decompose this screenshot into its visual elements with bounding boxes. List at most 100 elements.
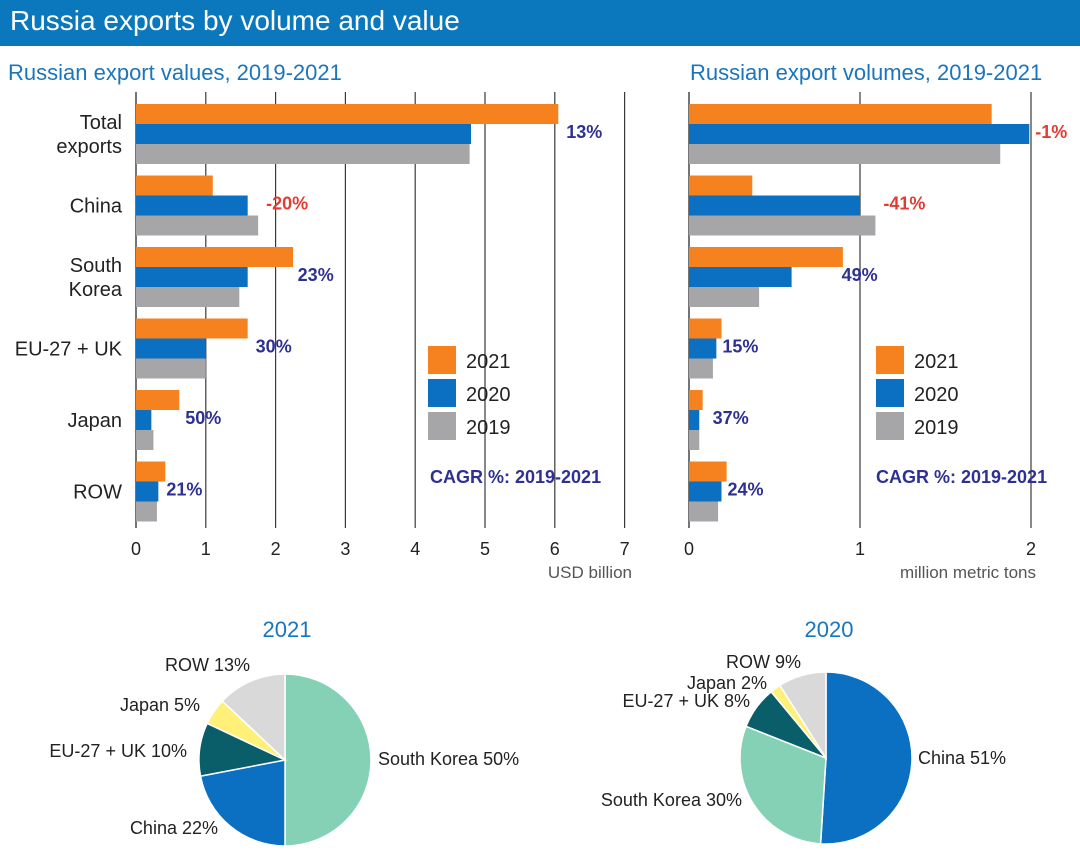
value-bar-total-exports-2020 bbox=[136, 124, 472, 144]
pie-2021-label-china: China 22% bbox=[130, 818, 218, 838]
pie-2020-label-south-korea: South Korea 30% bbox=[601, 790, 742, 810]
value-legend-swatch-2019 bbox=[428, 412, 456, 440]
pie-2020-slice-china bbox=[819, 671, 913, 845]
pie-2020-label-japan: Japan 2% bbox=[687, 673, 767, 693]
value-tick-label: 5 bbox=[480, 539, 490, 559]
volume-bar-eu-27-uk-2019 bbox=[689, 358, 713, 379]
value-legend-swatch-2021 bbox=[428, 346, 456, 374]
value-bar-total-exports-2019 bbox=[136, 144, 470, 164]
volume-bar-japan-2021 bbox=[689, 390, 703, 410]
value-tick-label: 4 bbox=[410, 539, 420, 559]
value-cagr-label-china: -20% bbox=[266, 194, 308, 214]
value-tick-label: 6 bbox=[550, 539, 560, 559]
value-tick-label: 2 bbox=[271, 539, 281, 559]
volume-tick-label: 1 bbox=[855, 539, 865, 559]
volume-cagr-label-total-exports: -1% bbox=[1035, 122, 1067, 142]
pie-2020-title: 2020 bbox=[805, 617, 854, 642]
value-tick-label: 0 bbox=[131, 539, 141, 559]
volume-bar-row-2021 bbox=[689, 461, 727, 482]
volume-bar-south-korea-2020 bbox=[689, 267, 792, 287]
volume-bar-total-exports-2019 bbox=[689, 144, 1001, 164]
value-bar-japan-2021 bbox=[136, 390, 180, 410]
value-chart-title: Russian export values, 2019-2021 bbox=[8, 60, 342, 85]
value-legend-swatch-2020 bbox=[428, 379, 456, 407]
category-label-south-korea: Korea bbox=[69, 279, 123, 301]
value-bar-south-korea-2019 bbox=[136, 287, 240, 307]
volume-bar-total-exports-2021 bbox=[689, 104, 992, 124]
volume-bar-japan-2019 bbox=[689, 430, 700, 450]
title-banner: Russia exports by volume and value bbox=[0, 0, 1080, 46]
value-legend-label-2020: 2020 bbox=[466, 384, 511, 406]
volume-bar-eu-27-uk-2020 bbox=[689, 338, 717, 359]
volume-legend-label-2020: 2020 bbox=[914, 384, 959, 406]
category-label-south-korea: South bbox=[70, 255, 122, 277]
category-label-row: ROW bbox=[73, 482, 122, 504]
volume-legend-label-2019: 2019 bbox=[914, 417, 959, 439]
value-legend-label-2021: 2021 bbox=[466, 351, 511, 373]
value-unit-label: USD billion bbox=[548, 563, 632, 582]
pie-2020-slice-row bbox=[778, 671, 827, 761]
value-cagr-label-japan: 50% bbox=[185, 408, 221, 428]
value-tick-label: 7 bbox=[620, 539, 630, 559]
volume-tick-label: 2 bbox=[1026, 539, 1036, 559]
value-legend-label-2019: 2019 bbox=[466, 417, 511, 439]
volume-cagr-label-china: -41% bbox=[883, 194, 925, 214]
value-bar-eu-27-uk-2020 bbox=[136, 338, 206, 359]
volume-legend-label-2021: 2021 bbox=[914, 351, 959, 373]
pie-2021-slice-row bbox=[221, 673, 286, 762]
volume-unit-label: million metric tons bbox=[900, 563, 1036, 582]
value-tick-label: 3 bbox=[340, 539, 350, 559]
value-bar-china-2020 bbox=[136, 195, 248, 216]
value-bar-row-2019 bbox=[136, 501, 157, 522]
volume-legend-swatch-2021 bbox=[876, 346, 904, 374]
volume-chart-title: Russian export volumes, 2019-2021 bbox=[690, 60, 1042, 85]
category-label-total-exports: exports bbox=[56, 136, 122, 158]
pie-2020-slice-south-korea bbox=[739, 725, 827, 845]
value-bar-south-korea-2020 bbox=[136, 267, 248, 287]
pie-2021-title: 2021 bbox=[263, 617, 312, 642]
value-cagr-label-row: 21% bbox=[166, 480, 202, 500]
volume-tick-label: 0 bbox=[684, 539, 694, 559]
pie-2021-slice-china bbox=[199, 759, 286, 847]
volume-legend-swatch-2019 bbox=[876, 412, 904, 440]
value-tick-label: 1 bbox=[201, 539, 211, 559]
value-bar-japan-2019 bbox=[136, 430, 154, 450]
value-bar-china-2021 bbox=[136, 175, 213, 196]
volume-cagr-label-row: 24% bbox=[727, 480, 763, 500]
value-bar-row-2021 bbox=[136, 461, 166, 482]
pie-2020-label-row: ROW 9% bbox=[726, 652, 801, 672]
value-bar-eu-27-uk-2021 bbox=[136, 318, 248, 339]
volume-bar-china-2020 bbox=[689, 195, 860, 216]
category-label-eu-27-uk: EU-27 + UK bbox=[15, 339, 123, 361]
pie-2020-label-eu-27-uk: EU-27 + UK 8% bbox=[622, 691, 750, 711]
volume-bar-south-korea-2021 bbox=[689, 247, 843, 267]
page-title: Russia exports by volume and value bbox=[10, 5, 460, 36]
value-bar-total-exports-2021 bbox=[136, 104, 559, 124]
category-label-china: China bbox=[70, 196, 123, 218]
volume-bar-china-2021 bbox=[689, 175, 753, 196]
pie-2021-label-eu-27-uk: EU-27 + UK 10% bbox=[49, 741, 187, 761]
pie-2021-label-japan: Japan 5% bbox=[120, 695, 200, 715]
value-cagr-label-eu-27-uk: 30% bbox=[256, 337, 292, 357]
pie-2021-slice-south-korea bbox=[284, 673, 372, 847]
volume-bar-row-2020 bbox=[689, 481, 722, 502]
value-cagr-label-south-korea: 23% bbox=[298, 265, 334, 285]
value-bar-south-korea-2021 bbox=[136, 247, 294, 267]
value-bar-row-2020 bbox=[136, 481, 159, 502]
volume-bar-south-korea-2019 bbox=[689, 287, 760, 307]
category-label-total-exports: Total bbox=[80, 112, 122, 134]
value-cagr-label-total-exports: 13% bbox=[566, 122, 602, 142]
volume-bar-japan-2020 bbox=[689, 410, 700, 430]
pie-2021-label-south-korea: South Korea 50% bbox=[378, 749, 519, 769]
volume-cagr-label-south-korea: 49% bbox=[842, 265, 878, 285]
volume-legend-swatch-2020 bbox=[876, 379, 904, 407]
value-bar-china-2019 bbox=[136, 215, 259, 236]
value-cagr-title: CAGR %: 2019-2021 bbox=[430, 467, 601, 487]
pie-2020-label-china: China 51% bbox=[918, 748, 1006, 768]
volume-bar-eu-27-uk-2021 bbox=[689, 318, 722, 339]
value-bar-japan-2020 bbox=[136, 410, 152, 430]
volume-bar-total-exports-2020 bbox=[689, 124, 1030, 144]
volume-cagr-label-eu-27-uk: 15% bbox=[722, 337, 758, 357]
pie-2021-label-row: ROW 13% bbox=[165, 655, 250, 675]
